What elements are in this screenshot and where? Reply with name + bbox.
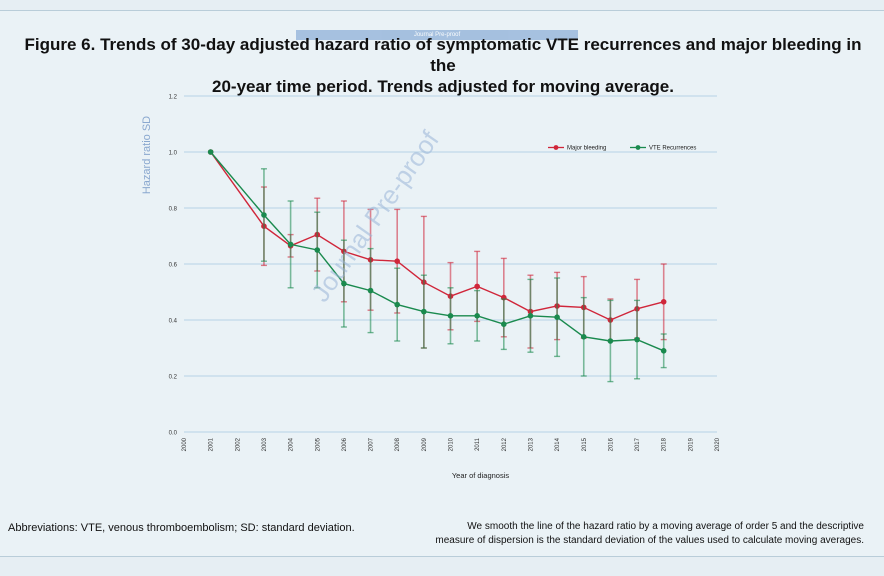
x-tick-label: 2012	[502, 437, 508, 451]
data-point	[634, 336, 640, 343]
x-tick-label: 2011	[475, 437, 481, 451]
data-point	[474, 283, 480, 290]
data-point	[607, 338, 614, 344]
x-tick-label: 2002	[235, 437, 241, 451]
x-axis-label: Year of diagnosis	[452, 471, 510, 480]
x-tick-label: 2004	[289, 437, 295, 451]
data-point	[554, 314, 560, 321]
legend-swatch-dot	[553, 145, 559, 150]
x-tick-label: 2015	[582, 437, 588, 451]
figure-frame	[0, 10, 884, 557]
data-point	[660, 299, 667, 305]
series-line	[210, 151, 664, 321]
data-point	[527, 313, 534, 319]
data-point	[287, 241, 294, 248]
legend-swatch-dot	[635, 145, 641, 150]
x-tick-label: 2013	[528, 437, 534, 451]
x-tick-label: 2020	[715, 437, 721, 451]
title-line-2: 20-year time period. Trends adjusted for…	[212, 77, 674, 96]
data-point	[474, 313, 480, 319]
legend: Major bleeding VTE Recurrences	[548, 145, 696, 152]
y-tick-label: 1.0	[169, 151, 178, 157]
x-tick-label: 2001	[209, 437, 215, 451]
legend-label: VTE Recurrences	[649, 146, 696, 152]
y-tick-label: 0.0	[169, 431, 178, 437]
x-tick-label: 2003	[262, 437, 268, 451]
series-0	[207, 149, 667, 349]
x-tick-label: 2005	[315, 437, 321, 451]
data-point	[314, 247, 321, 253]
data-point	[367, 287, 374, 294]
data-point	[660, 348, 667, 354]
method-note-line-1: We smooth the line of the hazard ratio b…	[467, 521, 864, 532]
y-tick-label: 0.6	[169, 263, 178, 269]
x-tick-label: 2000	[182, 437, 188, 451]
abbreviations-note: Abbreviations: VTE, venous thromboemboli…	[8, 522, 355, 534]
x-tick-label: 2006	[342, 437, 348, 451]
x-tick-label: 2010	[449, 437, 455, 451]
legend-label: Major bleeding	[567, 146, 606, 152]
data-point	[207, 149, 214, 155]
x-tick-label: 2007	[369, 437, 375, 451]
title-line-1: Figure 6. Trends of 30-day adjusted haza…	[24, 35, 862, 75]
figure-title: Figure 6. Trends of 30-day adjusted haza…	[10, 34, 876, 97]
series-1	[207, 149, 667, 383]
x-tick-label: 2017	[635, 437, 641, 451]
x-tick-label: 2016	[608, 437, 614, 451]
data-point	[341, 280, 347, 287]
x-tick-label: 2008	[395, 437, 401, 451]
data-point	[394, 258, 401, 265]
x-tick-label: 2014	[555, 437, 561, 451]
data-point	[501, 321, 507, 328]
journal-tag: Journal Pre-proof	[296, 30, 578, 40]
method-note: We smooth the line of the hazard ratio b…	[414, 520, 864, 548]
data-point	[394, 301, 401, 308]
data-point	[447, 313, 454, 319]
data-point	[580, 334, 587, 340]
y-tick-label: 0.2	[169, 375, 178, 381]
y-tick-label: 0.8	[169, 207, 178, 213]
data-point	[261, 212, 267, 218]
x-tick-label: 2009	[422, 437, 428, 451]
series-line	[210, 151, 664, 352]
y-axis-label: Hazard ratio SD	[141, 116, 153, 194]
x-tick-label: 2019	[688, 437, 694, 451]
x-tick-label: 2018	[662, 437, 668, 451]
y-tick-label: 1.2	[169, 95, 178, 101]
method-note-line-2: measure of dispersion is the standard de…	[435, 535, 864, 546]
y-tick-label: 0.4	[169, 319, 178, 325]
data-point	[421, 308, 427, 315]
